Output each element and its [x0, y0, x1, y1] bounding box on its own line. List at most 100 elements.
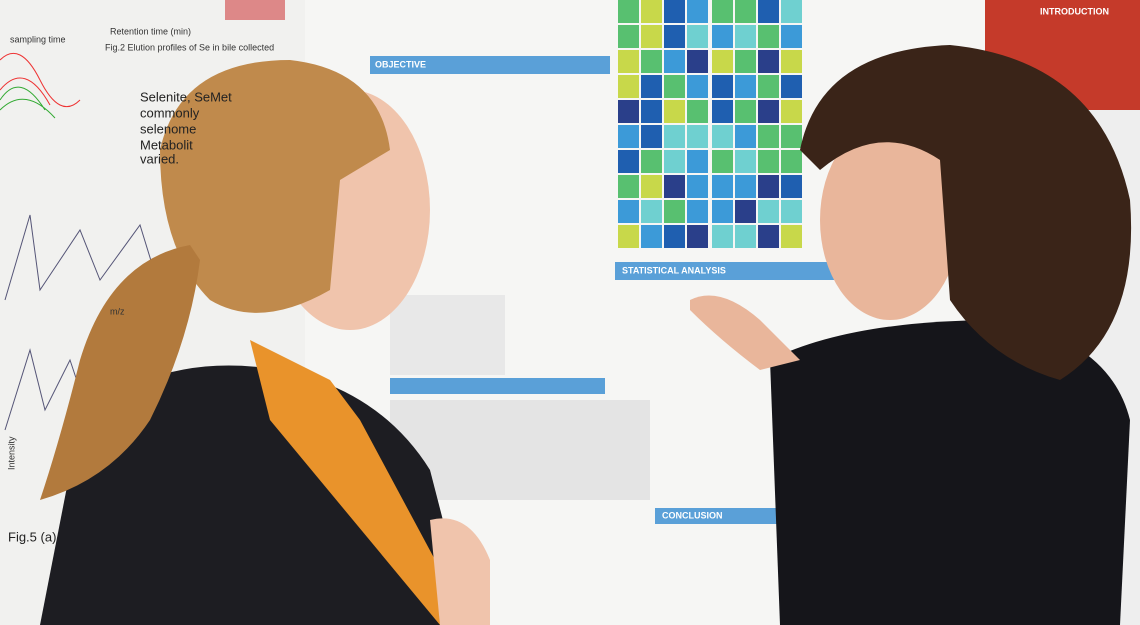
heat-cell — [712, 175, 733, 198]
heat-cell — [687, 175, 708, 198]
bullet: commonly — [140, 105, 200, 120]
heat-cell — [712, 25, 733, 48]
bullet: Selenite, SeMet — [140, 89, 232, 104]
heat-cell — [687, 200, 708, 223]
heat-cell — [618, 100, 639, 123]
axis-label: Retention time (min) — [110, 26, 191, 36]
heat-cell — [618, 0, 639, 23]
heading: OBJECTIVE — [375, 59, 426, 69]
heat-cell — [712, 50, 733, 73]
heading-bar — [370, 56, 610, 74]
spectrum — [4, 214, 161, 301]
heat-cell — [618, 150, 639, 173]
heat-cell — [781, 25, 802, 48]
heat-cell — [664, 50, 685, 73]
legend-title: sampling time — [10, 34, 66, 44]
heat-cell — [618, 25, 639, 48]
heat-cell — [735, 225, 756, 248]
heat-cell — [687, 0, 708, 23]
heading: INTRODUCTION — [1040, 6, 1109, 16]
heat-cell — [618, 200, 639, 223]
heat-cell — [735, 0, 756, 23]
heat-cell — [735, 75, 756, 98]
lanyard — [250, 340, 470, 625]
heat-cell — [618, 225, 639, 248]
heat-cell — [758, 200, 779, 223]
heat-cell — [712, 200, 733, 223]
heat-cell — [758, 150, 779, 173]
heat-cell — [687, 50, 708, 73]
heat-cell — [781, 0, 802, 23]
heat-cell — [781, 175, 802, 198]
heat-cell — [687, 125, 708, 148]
jacket — [770, 320, 1130, 625]
heat-cell — [618, 75, 639, 98]
heat-cell — [712, 100, 733, 123]
heat-cell — [641, 75, 662, 98]
ponytail — [40, 245, 200, 500]
plot-lines — [0, 86, 56, 119]
heat-cell — [641, 0, 662, 23]
plot-lines — [0, 52, 81, 108]
heat-cell — [735, 200, 756, 223]
heat-cell — [618, 50, 639, 73]
face — [820, 120, 960, 320]
heat-cell — [664, 100, 685, 123]
heat-cell — [687, 75, 708, 98]
figure-caption: Fig.5 (a) — [8, 529, 56, 544]
heat-cell — [735, 150, 756, 173]
table — [390, 295, 505, 375]
heat-cell — [687, 25, 708, 48]
heat-cell — [781, 125, 802, 148]
arm — [690, 295, 800, 370]
heat-cell — [664, 225, 685, 248]
heat-cell — [758, 25, 779, 48]
axis-label: m/z — [110, 306, 125, 316]
heading-bar — [655, 508, 795, 524]
heat-cell — [664, 200, 685, 223]
heat-cell — [781, 100, 802, 123]
heat-cell — [618, 175, 639, 198]
heat-cell — [664, 125, 685, 148]
heat-cell — [618, 125, 639, 148]
heading: STATISTICAL ANALYSIS — [622, 265, 726, 275]
heat-cell — [664, 150, 685, 173]
heat-cell — [712, 0, 733, 23]
heat-cell — [758, 75, 779, 98]
heat-cell — [758, 175, 779, 198]
heat-cell — [758, 125, 779, 148]
legend-bars — [225, 0, 285, 20]
bullet: selenome — [140, 121, 196, 136]
heat-cell — [687, 225, 708, 248]
heat-cell — [641, 200, 662, 223]
heat-cell — [758, 225, 779, 248]
heat-cell — [641, 125, 662, 148]
heat-cell — [758, 100, 779, 123]
heat-cell — [664, 75, 685, 98]
heat-cell — [735, 100, 756, 123]
heat-cell — [641, 225, 662, 248]
bullet: Metabolit — [140, 137, 193, 152]
caption: Fig.2 Elution profiles of Se in bile col… — [105, 42, 274, 52]
heat-cell — [735, 50, 756, 73]
hair — [800, 45, 1132, 380]
heat-cell — [735, 175, 756, 198]
heat-cell — [712, 150, 733, 173]
heat-cell — [712, 75, 733, 98]
heat-cell — [781, 75, 802, 98]
heading-bar — [615, 262, 845, 280]
heat-cell — [641, 150, 662, 173]
hair — [160, 60, 390, 313]
heat-cell — [781, 150, 802, 173]
heat-cell — [664, 25, 685, 48]
hand — [430, 518, 490, 625]
heat-cell — [735, 25, 756, 48]
heat-cell — [758, 50, 779, 73]
heat-cell — [641, 50, 662, 73]
heat-cell — [664, 0, 685, 23]
bullet: varied. — [140, 151, 179, 166]
heat-cell — [781, 50, 802, 73]
heat-cell — [712, 125, 733, 148]
heading: CONCLUSION — [662, 510, 723, 520]
